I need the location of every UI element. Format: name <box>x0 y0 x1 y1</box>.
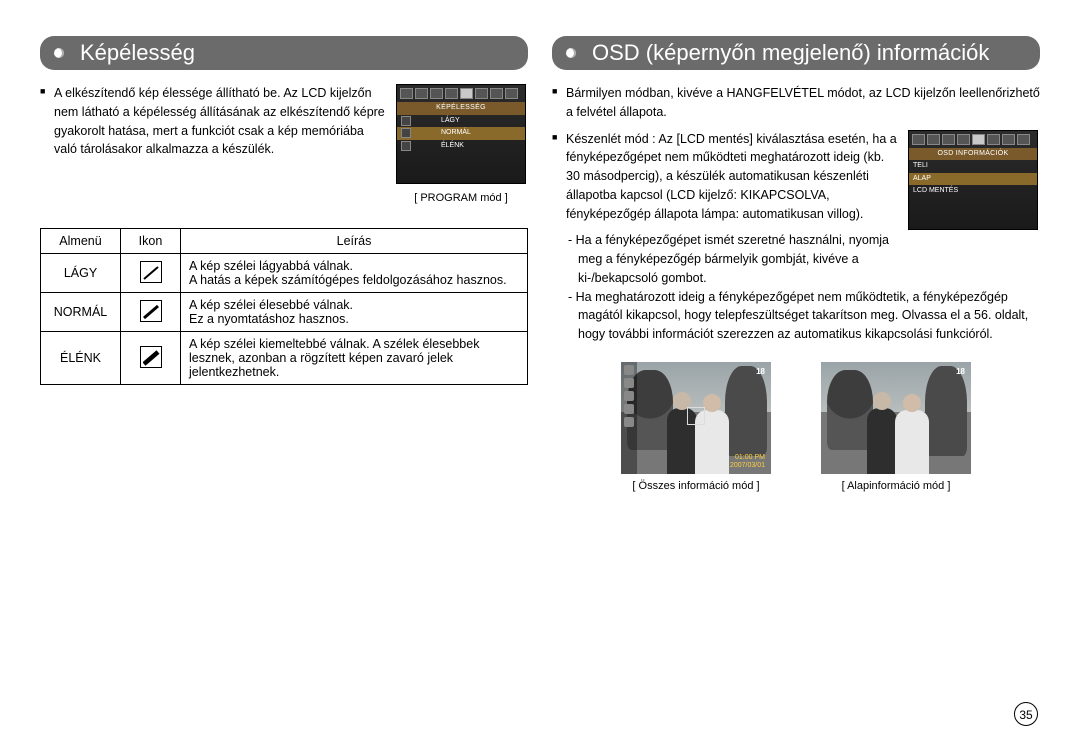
right-note2: - Ha meghatározott ideig a fényképezőgép… <box>552 288 1040 344</box>
timestamp: 01:00 PM 2007/03/01 <box>730 454 765 469</box>
lcd-row: LCD MENTÉS <box>909 185 1037 198</box>
thumb-basic: 18 [ Alapinformáció mód ] <box>821 362 971 495</box>
right-lcd: OSD INFORMÁCIÓK TELI ALAP LCD MENTÉS <box>908 130 1038 230</box>
left-column: Képélesség KÉPÉLESSÉG LÁGY NORMÁL ÉLÉNK … <box>40 36 528 494</box>
thumb-caption: [ Összes információ mód ] <box>621 478 771 495</box>
row-label: LÁGY <box>41 254 121 293</box>
left-header: Képélesség <box>40 36 528 70</box>
table-row: NORMÁL A kép szélei élesebbé válnak. Ez … <box>41 293 528 332</box>
thumb-full: 18 01:00 PM 2007/03/01 [ Összes informác… <box>621 362 771 495</box>
row-icon <box>121 332 181 385</box>
row-desc: A kép szélei élesebbé válnak. Ez a nyomt… <box>181 293 528 332</box>
lcd-title: OSD INFORMÁCIÓK <box>909 148 1037 161</box>
row-label: NORMÁL <box>41 293 121 332</box>
right-header: OSD (képernyőn megjelenő) információk <box>552 36 1040 70</box>
af-frame-icon <box>687 407 705 425</box>
lcd-row: LÁGY <box>397 115 525 128</box>
vivid-icon <box>140 346 162 368</box>
lcd-iconbar <box>909 131 1037 148</box>
table-row: LÁGY A kép szélei lágyabbá válnak. A hat… <box>41 254 528 293</box>
row-icon <box>121 254 181 293</box>
right-para1: Bármilyen módban, kivéve a HANGFELVÉTEL … <box>552 84 1040 122</box>
row-desc: A kép szélei kiemeltebbé válnak. A széle… <box>181 332 528 385</box>
th-desc: Leírás <box>181 229 528 254</box>
thumb-caption: [ Alapinformáció mód ] <box>821 478 971 495</box>
lcd-iconbar <box>397 85 525 102</box>
left-lcd-wrap: KÉPÉLESSÉG LÁGY NORMÁL ÉLÉNK [ PROGRAM m… <box>396 84 528 204</box>
row-icon <box>121 293 181 332</box>
page-number: 35 <box>1014 702 1038 726</box>
osd-leftstrip <box>621 362 637 474</box>
right-lcd-wrap: OSD INFORMÁCIÓK TELI ALAP LCD MENTÉS <box>908 130 1040 266</box>
thumbnails: 18 01:00 PM 2007/03/01 [ Összes informác… <box>552 362 1040 495</box>
lcd-row: ALAP <box>909 173 1037 186</box>
right-column: OSD (képernyőn megjelenő) információk Bá… <box>552 36 1040 494</box>
table-row: ÉLÉNK A kép szélei kiemeltebbé válnak. A… <box>41 332 528 385</box>
lcd-row: ÉLÉNK <box>397 140 525 153</box>
lcd-row: NORMÁL <box>397 127 525 140</box>
row-label: ÉLÉNK <box>41 332 121 385</box>
soft-icon <box>140 261 162 283</box>
left-lcd: KÉPÉLESSÉG LÁGY NORMÁL ÉLÉNK <box>396 84 526 184</box>
th-icon: Ikon <box>121 229 181 254</box>
lcd-title: KÉPÉLESSÉG <box>397 102 525 115</box>
normal-icon <box>140 300 162 322</box>
th-submenu: Almenü <box>41 229 121 254</box>
left-intro: A elkészítendő kép élessége állítható be… <box>40 84 388 159</box>
right-para2: Készenlét mód : Az [LCD mentés] kiválasz… <box>552 130 900 224</box>
count-badge: 18 <box>756 366 765 378</box>
sharpness-table: Almenü Ikon Leírás LÁGY A kép szélei lág… <box>40 228 528 385</box>
lcd-row: TELI <box>909 160 1037 173</box>
lcd-caption: [ PROGRAM mód ] <box>396 190 526 207</box>
count-badge: 18 <box>956 366 965 378</box>
row-desc: A kép szélei lágyabbá válnak. A hatás a … <box>181 254 528 293</box>
